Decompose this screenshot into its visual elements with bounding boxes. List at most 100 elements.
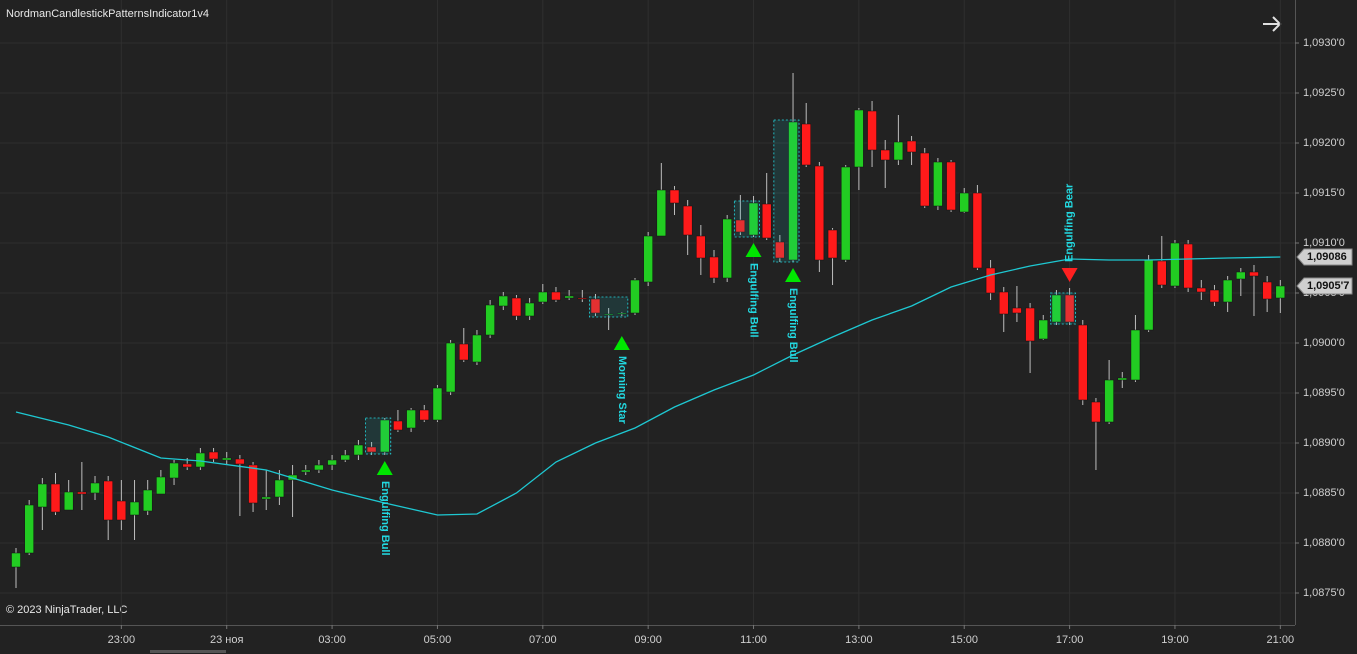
pattern-box [1050,292,1077,325]
candle-body [393,420,403,431]
candle-body [77,491,87,495]
candle-body [735,219,746,233]
candle-body [1157,260,1167,286]
candle-body [551,291,561,301]
candle-body [472,334,482,363]
candle-body [24,504,34,554]
candle-body [63,491,74,511]
pattern-label: Engulfing Bull [787,288,799,363]
candle-body [1038,319,1049,340]
candle-body [590,298,601,314]
copyright: © 2023 NinjaTrader, LLC [6,604,127,616]
bull-arrow [376,461,393,475]
last-price-tag [1296,277,1353,295]
candle-body [617,312,627,315]
candle-body [445,342,456,393]
chart-title: NordmanCandlestickPatternsIndicator1v4 [6,8,209,20]
candle-body [1091,401,1101,423]
candle-body [709,256,719,279]
candle-body [656,189,667,237]
candle-body [748,202,759,236]
candle-body [972,192,983,269]
candle-body [406,409,416,429]
candle-body [1078,324,1088,401]
candle-body [538,291,548,303]
candle-body [1262,281,1272,300]
candle-body [840,166,851,261]
candle-body [564,295,574,299]
candle-body [1209,289,1220,303]
x-tick-label: 23:00 [108,634,136,646]
candle-body [208,451,219,460]
y-tick-label: 1,0880'0 [1303,537,1345,549]
candle-body [459,343,469,361]
candle-body [946,161,956,211]
candle-body [11,552,21,568]
candle-body [366,446,377,453]
candle-body [485,304,495,336]
candle-body [761,203,772,239]
candle-body [814,165,825,261]
candle-body [261,496,271,500]
bull-arrow [613,336,630,350]
candle-body [182,463,192,468]
candle-body [50,483,61,513]
candle-body [999,291,1009,315]
candle-body [103,480,113,521]
candle-body [419,409,430,421]
candle-body [327,459,337,466]
candle-body [577,297,588,300]
candle-body [1051,294,1062,323]
candle-body [1012,307,1022,314]
candle-body [1117,377,1128,381]
candle-body [235,458,245,465]
candle-body [142,489,153,512]
y-tick-label: 1,0910'0 [1303,237,1345,249]
candle-body [116,500,127,521]
candle-body [630,279,640,314]
candle-body [788,121,798,261]
candle-body [90,482,100,494]
ma-price-label: 1,09086 [1307,251,1347,263]
candle-body [195,452,206,468]
candle-body [1275,285,1286,299]
candle-body [1183,243,1193,289]
candle-body [1249,271,1259,277]
candle-body [775,241,785,259]
x-tick-label: 13:00 [845,634,873,646]
y-tick-label: 1,0895'0 [1303,387,1345,399]
pattern-label: Engulfing Bull [379,481,391,556]
bear-arrow [1061,268,1078,282]
y-tick-label: 1,0920'0 [1303,137,1345,149]
y-tick-label: 1,0875'0 [1303,587,1345,599]
x-tick-label: 21:00 [1267,634,1295,646]
x-tick-label: 23 ноя [210,634,243,646]
x-tick-label: 09:00 [634,634,662,646]
candle-body [129,501,140,516]
candle-body [893,141,904,161]
candle-body [959,192,969,213]
candle-body [1025,307,1035,342]
candle-body [867,110,877,151]
candle-body [380,419,390,453]
candle-body [880,149,890,161]
candle-body [1196,287,1207,293]
x-tick-label: 03:00 [318,634,346,646]
pattern-label: Engulfing Bull [748,263,760,338]
candle-body [498,295,509,307]
candle-body [37,483,48,508]
candle-body [696,235,706,259]
pattern-box [733,200,760,238]
candle-body [985,267,996,294]
candle-body [1130,329,1141,381]
bull-arrow [745,243,762,257]
scrollbar[interactable] [150,650,226,653]
candle-body [933,161,943,207]
candle-body [722,218,732,279]
y-tick-label: 1,0890'0 [1303,437,1345,449]
x-tick-label: 05:00 [424,634,452,646]
candle-body [1170,242,1180,287]
candle-body [340,454,350,461]
x-tick-label: 11:00 [740,634,767,646]
candle-body [1064,294,1075,323]
